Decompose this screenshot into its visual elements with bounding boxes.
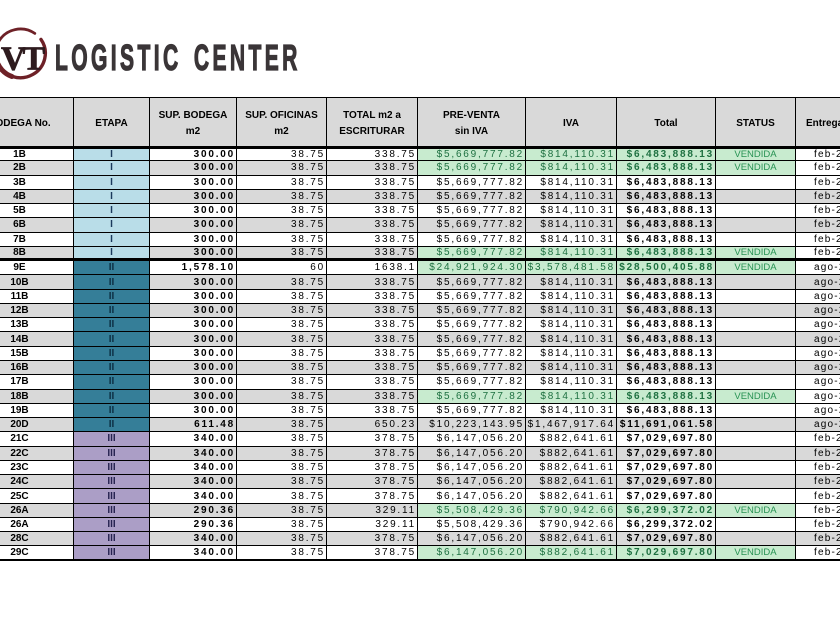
svg-text:VT: VT (1, 40, 46, 77)
